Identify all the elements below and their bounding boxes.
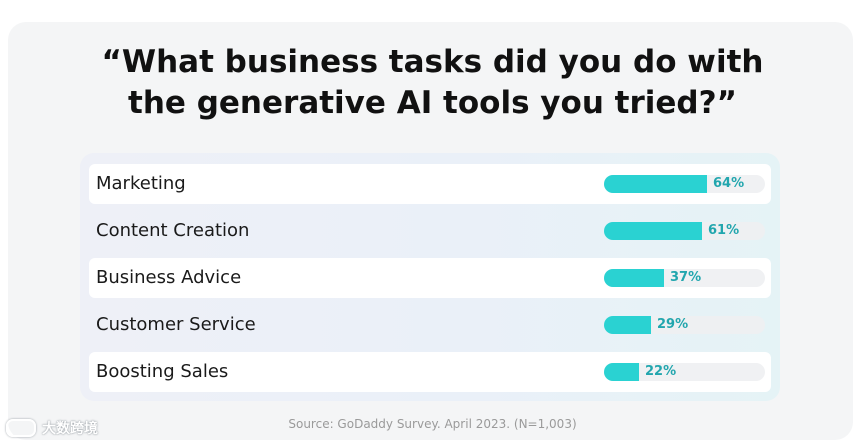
bar bbox=[604, 269, 664, 287]
bar-row: Boosting Sales 22% bbox=[89, 352, 771, 392]
bar-row: Content Creation 61% bbox=[89, 211, 771, 251]
title-line-2: the generative AI tools you tried?” bbox=[128, 85, 737, 121]
bar-row: Customer Service 29% bbox=[89, 305, 771, 345]
chart-title: “What business tasks did you do with the… bbox=[0, 42, 865, 124]
bar-row: Marketing 64% bbox=[89, 164, 771, 204]
watermark-text: 大数跨境 bbox=[42, 421, 98, 437]
bar bbox=[604, 222, 702, 240]
bar-track bbox=[604, 175, 765, 193]
title-line-1: “What business tasks did you do with bbox=[101, 44, 764, 80]
bar bbox=[604, 175, 707, 193]
bar-track bbox=[604, 222, 765, 240]
bar-row: Business Advice 37% bbox=[89, 258, 771, 298]
value-label: 22% bbox=[645, 364, 677, 379]
bar-track bbox=[604, 363, 765, 381]
category-label: Business Advice bbox=[96, 267, 242, 288]
bar-track bbox=[604, 269, 765, 287]
source-note: Source: GoDaddy Survey. April 2023. (N=1… bbox=[288, 417, 577, 431]
watermark: 大数跨境 bbox=[6, 418, 98, 438]
value-label: 61% bbox=[708, 223, 740, 238]
category-label: Marketing bbox=[96, 173, 186, 194]
value-label: 64% bbox=[713, 176, 745, 191]
bar-track bbox=[604, 316, 765, 334]
value-label: 29% bbox=[657, 317, 689, 332]
category-label: Content Creation bbox=[96, 220, 250, 241]
value-label: 37% bbox=[670, 270, 702, 285]
category-label: Boosting Sales bbox=[96, 361, 229, 382]
category-label: Customer Service bbox=[96, 314, 256, 335]
watermark-logo-icon bbox=[6, 419, 36, 437]
bar bbox=[604, 363, 639, 381]
bar bbox=[604, 316, 651, 334]
